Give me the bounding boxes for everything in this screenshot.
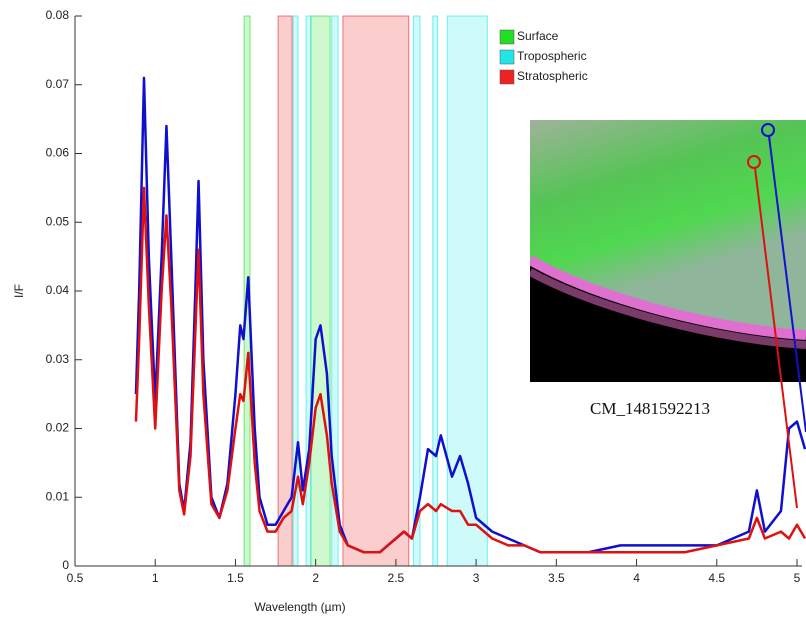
x-tick-label: 1 — [152, 571, 159, 585]
y-tick-label: 0.04 — [46, 283, 70, 297]
pointers — [747, 123, 806, 509]
x-tick-label: 4.5 — [708, 571, 725, 585]
legend-swatch — [499, 69, 515, 85]
legend-label: Stratospheric — [517, 69, 588, 83]
x-tick-label: 2 — [312, 571, 319, 585]
legend-swatch — [499, 49, 515, 65]
y-tick-label: 0.02 — [46, 421, 70, 435]
x-tick-label: 0.5 — [67, 571, 84, 585]
series-line — [134, 186, 806, 554]
x-tick-label: 2.5 — [388, 571, 405, 585]
x-tick-label: 4 — [633, 571, 640, 585]
x-tick-label: 5 — [794, 571, 801, 585]
x-tick-label: 3 — [473, 571, 480, 585]
region-band — [446, 15, 488, 567]
y-axis-label: I/F — [12, 284, 26, 298]
region-band — [432, 15, 439, 567]
legend-label: Tropospheric — [517, 49, 587, 63]
y-tick-label: 0.08 — [46, 8, 70, 22]
y-tick-label: 0.01 — [46, 489, 70, 503]
legend-swatch — [499, 29, 515, 45]
region-band — [342, 15, 410, 567]
legend-label: Surface — [517, 29, 559, 43]
region-band — [277, 15, 293, 567]
y-tick-label: 0 — [62, 558, 69, 572]
x-tick-label: 3.5 — [548, 571, 565, 585]
y-tick-label: 0.07 — [46, 77, 70, 91]
x-axis-label: Wavelength (µm) — [254, 600, 345, 614]
inset-caption: CM_1481592213 — [590, 399, 710, 418]
y-tick-label: 0.06 — [46, 146, 70, 160]
x-tick-label: 1.5 — [227, 571, 244, 585]
y-tick-label: 0.03 — [46, 352, 70, 366]
inset-image — [530, 120, 806, 382]
y-tick-label: 0.05 — [46, 214, 70, 228]
region-band — [310, 15, 331, 567]
region-band — [413, 15, 421, 567]
